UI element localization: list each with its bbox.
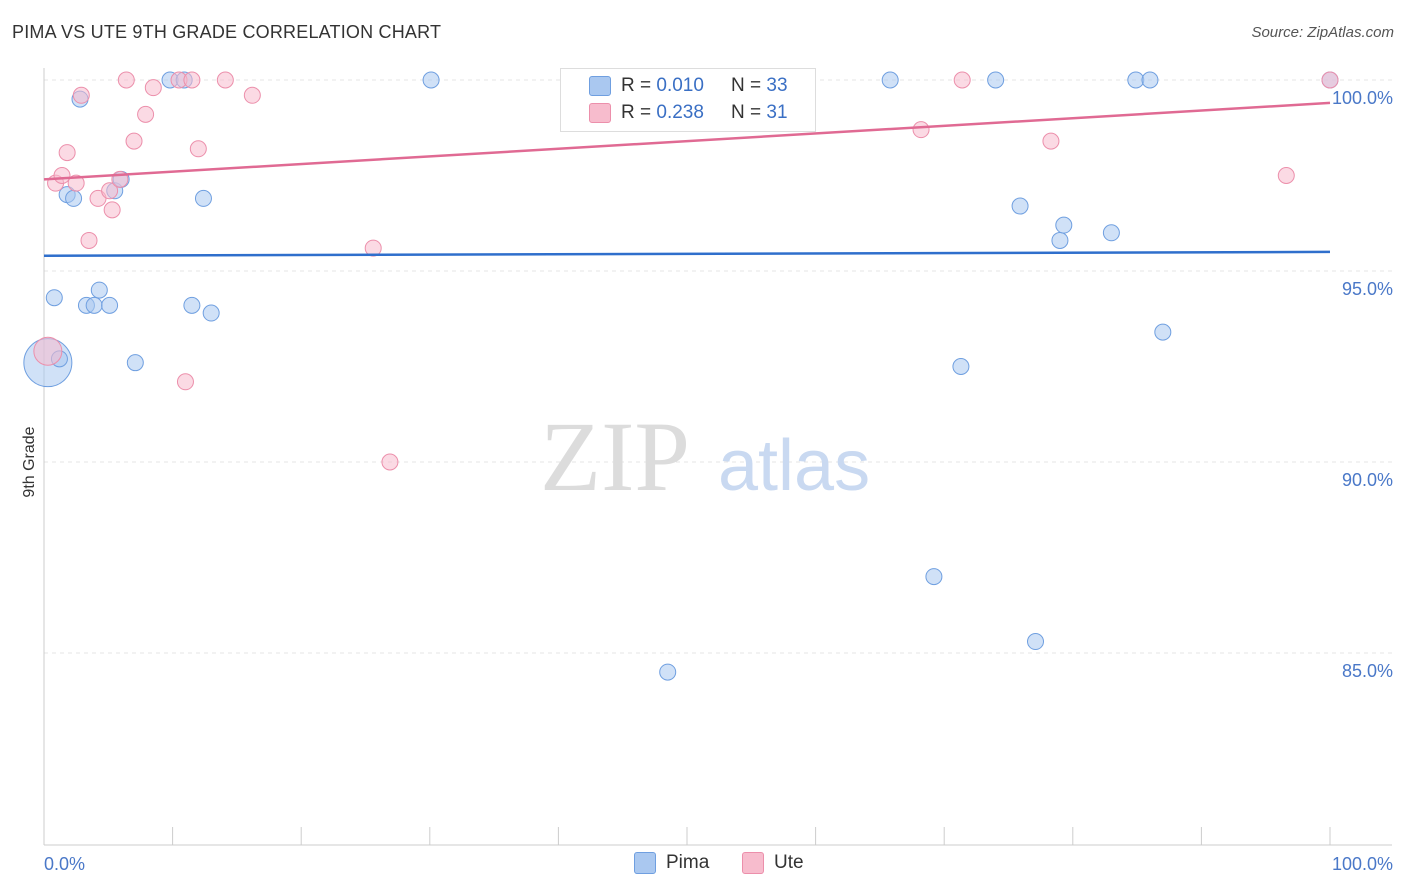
ute-point[interactable] — [53, 167, 71, 184]
pima-trend-line — [43, 250, 1331, 257]
ute-r-label: R = — [621, 102, 652, 123]
pima-point[interactable] — [85, 296, 103, 314]
pima-n-value: 33 — [766, 75, 788, 96]
source-label: Source: ZipAtlas.com — [1251, 24, 1394, 41]
ute-point[interactable] — [243, 86, 261, 104]
pima-point[interactable] — [183, 296, 201, 314]
ute-point[interactable] — [1321, 71, 1339, 89]
series-legend: Pima Ute — [0, 852, 1406, 878]
legend-label-pima: Pima — [666, 852, 710, 873]
ute-point[interactable] — [125, 132, 143, 150]
axis-labels: 100.0% 95.0% 90.0% 85.0% 0.0% 100.0% 9th Grade — [21, 88, 1393, 874]
watermark-atlas: atlas — [718, 426, 870, 506]
pima-point[interactable] — [1127, 71, 1145, 89]
y-tick-label: 85.0% — [1342, 661, 1393, 681]
ute-point[interactable] — [912, 121, 930, 139]
pima-r-label: R = — [621, 75, 652, 96]
grid-lines — [44, 79, 1392, 654]
legend-item-pima[interactable]: Pima — [634, 852, 709, 874]
y-axis-label: 9th Grade — [21, 426, 38, 497]
pima-swatch-icon — [589, 76, 611, 96]
pima-point[interactable] — [659, 663, 677, 681]
x-tick-label-min: 0.0% — [44, 854, 85, 874]
ute-trend-line — [43, 101, 1331, 181]
data-points — [23, 71, 1339, 681]
pima-point[interactable] — [1102, 224, 1120, 242]
pima-point[interactable] — [45, 289, 63, 307]
pima-point[interactable] — [1154, 323, 1172, 341]
ute-swatch-icon — [589, 103, 611, 123]
ute-point[interactable] — [103, 201, 121, 219]
watermark-zip: ZIP — [540, 401, 690, 512]
pima-point[interactable] — [925, 568, 943, 586]
pima-point[interactable] — [952, 358, 970, 375]
ute-point[interactable] — [364, 239, 382, 257]
pima-point[interactable] — [194, 189, 212, 207]
pima-point[interactable] — [1055, 216, 1073, 234]
pima-point[interactable] — [422, 71, 440, 89]
y-tick-label: 100.0% — [1332, 88, 1393, 108]
trend-lines — [43, 101, 1331, 257]
y-tick-label: 90.0% — [1342, 470, 1393, 490]
ute-point[interactable] — [137, 105, 155, 123]
pima-point[interactable] — [65, 189, 83, 207]
pima-point[interactable] — [1011, 197, 1029, 215]
ute-point[interactable] — [67, 174, 85, 192]
ute-point[interactable] — [72, 86, 90, 104]
pima-n-label: N = — [731, 75, 762, 96]
pima-point[interactable] — [1141, 71, 1159, 89]
ute-n-label: N = — [731, 102, 762, 123]
pima-point[interactable] — [987, 71, 1005, 89]
pima-point[interactable] — [1027, 633, 1045, 651]
ute-point[interactable] — [176, 373, 194, 391]
ute-r-value: 0.238 — [656, 102, 704, 123]
ute-legend-swatch-icon — [742, 852, 764, 874]
ute-point[interactable] — [144, 79, 162, 97]
pima-point[interactable] — [101, 296, 119, 314]
pima-point[interactable] — [1051, 231, 1069, 249]
legend-label-ute: Ute — [774, 852, 804, 873]
ute-point[interactable] — [1277, 167, 1295, 184]
ute-point[interactable] — [80, 231, 98, 249]
pima-point[interactable] — [202, 304, 220, 322]
ute-point[interactable] — [117, 71, 135, 89]
ute-point[interactable] — [183, 71, 201, 89]
pima-point[interactable] — [126, 354, 144, 372]
chart-title: PIMA VS UTE 9TH GRADE CORRELATION CHART — [12, 22, 442, 42]
ute-point[interactable] — [953, 71, 971, 89]
ute-point[interactable] — [33, 336, 63, 366]
pima-legend-swatch-icon — [634, 852, 656, 874]
pima-point[interactable] — [881, 71, 899, 89]
ute-point[interactable] — [216, 71, 234, 89]
ute-point[interactable] — [189, 140, 207, 158]
y-tick-label: 95.0% — [1342, 279, 1393, 299]
ute-point[interactable] — [101, 182, 119, 200]
stats-legend: R = 0.010 N = 33 R = 0.238 N = 31 — [560, 68, 816, 132]
ute-n-value: 31 — [766, 102, 788, 123]
axes — [43, 68, 1392, 846]
legend-item-ute[interactable]: Ute — [742, 852, 804, 874]
pima-r-value: 0.010 — [656, 75, 704, 96]
ute-point[interactable] — [381, 453, 399, 471]
ute-point[interactable] — [1042, 132, 1060, 150]
ute-point[interactable] — [58, 144, 76, 162]
x-tick-label-max: 100.0% — [1332, 854, 1393, 874]
pima-point[interactable] — [90, 281, 108, 299]
